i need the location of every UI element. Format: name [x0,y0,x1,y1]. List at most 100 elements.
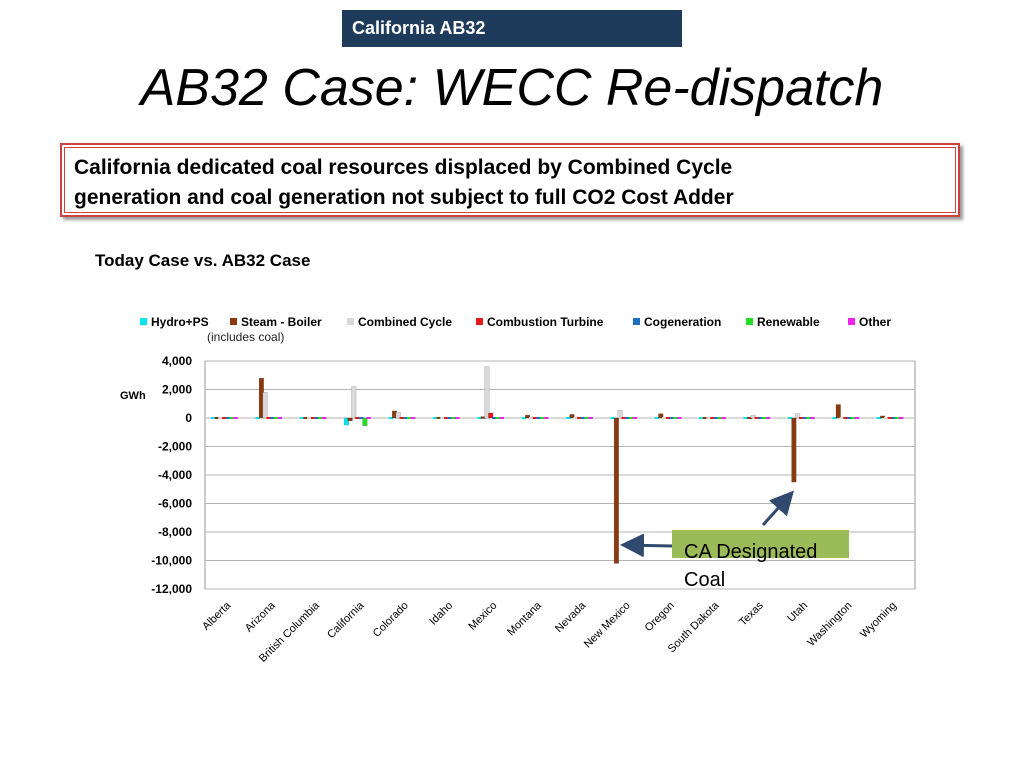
arrow-to-utah [761,490,795,527]
bar-hydro-ps [699,417,704,419]
bar-steam-boiler [347,417,353,422]
bar-combustion-turbine [843,417,848,419]
x-tick-label: Texas [737,599,766,628]
bar-combustion-turbine [621,417,627,419]
bar-renewable [229,417,235,419]
callout-box: California dedicated coal resources disp… [60,143,960,217]
bar-cogeneration [847,417,852,419]
slide-title: AB32 Case: WECC Re-dispatch [140,59,884,117]
legend-swatch [140,318,147,325]
bar-combined-cycle [440,417,445,419]
bar-other [366,417,371,419]
bar-cogeneration [891,417,896,419]
bar-other [854,417,860,419]
bar-hydro-ps [255,417,260,419]
bar-combustion-turbine [355,417,360,419]
bar-hydro-ps [477,417,482,419]
annotation-label: CA Designated Coal [684,541,818,591]
bar-steam-boiler [436,417,442,419]
bar-combustion-turbine [754,417,760,419]
bar-steam-boiler [835,404,841,419]
bar-steam-boiler [613,417,619,564]
arrow-to-new-mexico [620,533,673,558]
bar-other [233,417,238,419]
legend-label: Combined Cycle [358,315,452,329]
bar-combined-cycle [662,417,667,419]
bar-combined-cycle [573,417,578,419]
bar-other [898,417,904,419]
legend-swatch [633,318,640,325]
bar-renewable [806,417,811,419]
x-tick-label: Washington [805,600,854,649]
x-tick-label: Idaho [427,600,455,628]
bar-combustion-turbine [887,417,893,419]
bar-renewable [362,417,368,427]
bar-cogeneration [447,417,453,419]
bar-combustion-turbine [310,417,316,419]
bar-cogeneration [669,417,675,419]
x-tick-label: Oregon [643,600,677,634]
legend-label: Steam - Boiler [241,315,322,329]
y-tick-label: 4,000 [162,354,192,368]
bar-steam-boiler [658,413,664,419]
x-tick-label: Arizona [243,599,278,634]
legend-label: Renewable [757,315,820,329]
bar-steam-boiler [214,417,220,419]
bar-steam-boiler [880,415,886,419]
bar-cogeneration [270,417,275,419]
bar-other [765,417,771,419]
x-tick-label: Montana [505,599,544,638]
bar-other [543,417,549,419]
callout-line-1: California dedicated coal resources disp… [74,156,733,179]
bar-other [721,417,726,419]
bar-renewable [495,417,501,419]
x-tick-label: Wyoming [858,600,899,641]
bar-steam-boiler [791,417,797,483]
bar-combined-cycle [884,417,889,419]
bar-combined-cycle [351,386,357,419]
legend-label: Combustion Turbine [487,315,604,329]
bar-hydro-ps [432,417,438,419]
legend-swatch [347,318,354,325]
bar-combustion-turbine [665,417,671,419]
y-tick-label: -10,000 [151,554,192,568]
bar-hydro-ps [521,417,527,419]
bar-combined-cycle [839,417,845,419]
bar-combined-cycle [706,417,712,419]
bar-hydro-ps [566,417,571,419]
bar-renewable [407,417,412,419]
y-tick-label: -12,000 [151,582,192,596]
bar-combustion-turbine [710,417,715,419]
bar-other [321,417,327,419]
x-tick-label: Colorado [371,600,411,640]
bar-combustion-turbine [266,417,272,419]
legend-swatch [746,318,753,325]
bar-renewable [628,417,634,419]
bar-combined-cycle [529,417,534,419]
bar-steam-boiler [525,414,531,419]
bar-hydro-ps [388,417,394,419]
bar-combustion-turbine [799,417,804,419]
bar-combined-cycle [617,409,623,419]
bar-combustion-turbine [532,417,538,419]
bar-hydro-ps [343,417,349,426]
x-tick-label: Alberta [200,599,234,633]
bar-cogeneration [536,417,541,419]
bar-other [810,417,815,419]
bar-other [677,417,682,419]
bar-combined-cycle [484,366,490,419]
bar-combined-cycle [262,392,268,419]
y-tick-label: -4,000 [158,468,192,482]
bar-combustion-turbine [222,417,227,419]
y-tick-label: -6,000 [158,497,192,511]
legend-swatch [230,318,237,325]
annotation-box [672,530,849,558]
bar-cogeneration [758,417,763,419]
bar-hydro-ps [610,417,615,419]
bar-cogeneration [492,417,497,419]
x-tick-label: New Mexico [582,600,633,651]
bar-combined-cycle [750,414,756,419]
bar-cogeneration [713,417,719,419]
bar-renewable [451,417,456,419]
